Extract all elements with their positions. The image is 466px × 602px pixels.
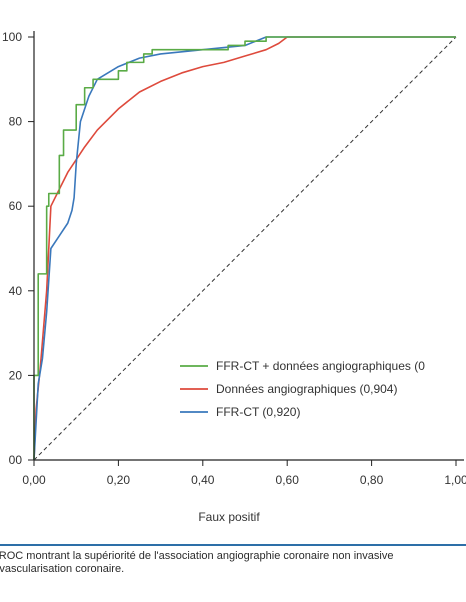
roc-chart: 00 20 40 60 80 100 0,00 0,20 0,40 0,60 0,80 1,00 Fa… <box>2 30 466 524</box>
legend-label: Données angiographiques (0,904) <box>216 382 397 396</box>
axes <box>28 31 464 466</box>
y-tick-label: 20 <box>9 368 23 382</box>
legend-label: FFR-CT + données angiographiques (0 <box>216 359 425 373</box>
x-axis-label: Faux positif <box>198 510 260 524</box>
y-tick-label: 00 <box>9 453 23 467</box>
y-tick-label: 100 <box>2 30 22 44</box>
x-tick-label: 0,60 <box>276 473 300 487</box>
series-line <box>33 36 456 460</box>
y-tick-label: 40 <box>9 284 23 298</box>
legend-label: FFR-CT (0,920) <box>216 405 300 419</box>
x-tick-label: 0,40 <box>191 473 215 487</box>
x-tick-label: 1,00 <box>444 473 466 487</box>
plot-area <box>33 36 457 461</box>
caption-line-2: la revascularisation coronaire. <box>0 563 125 575</box>
x-tick-label: 0,20 <box>107 473 131 487</box>
series-line <box>33 36 456 461</box>
tick-labels: 00 20 40 60 80 100 0,00 0,20 0,40 0,60 0,80 1,00 <box>2 30 466 487</box>
y-tick-label: 80 <box>9 115 23 129</box>
x-tick-label: 0,80 <box>360 473 384 487</box>
chance-diagonal-line <box>33 36 457 461</box>
legend: FFR-CT + données angiographiques (0 Donné… <box>180 359 425 419</box>
x-tick-label: 0,00 <box>22 473 46 487</box>
y-tick-label: 60 <box>9 199 23 213</box>
figure-caption: pes ROC montrant la supériorité de l'ass… <box>0 544 466 602</box>
caption-line-1: pes ROC montrant la supériorité de l'ass… <box>0 550 394 562</box>
